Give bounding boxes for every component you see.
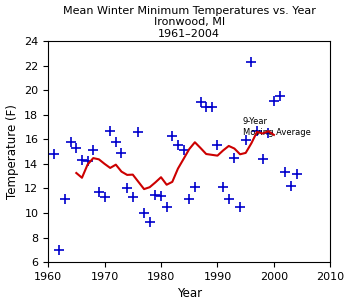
- Point: [124, 186, 130, 191]
- Point: [237, 204, 243, 209]
- Point: [102, 195, 107, 200]
- Point: [107, 128, 113, 133]
- Point: [74, 145, 79, 150]
- Point: [232, 155, 237, 160]
- Point: [288, 184, 294, 188]
- Point: [141, 211, 147, 215]
- Point: [254, 128, 260, 133]
- Point: [113, 139, 119, 144]
- Point: [220, 185, 226, 190]
- Point: [169, 133, 175, 138]
- X-axis label: Year: Year: [177, 287, 202, 300]
- Point: [243, 138, 248, 143]
- Y-axis label: Temperature (F): Temperature (F): [6, 104, 19, 199]
- Point: [135, 129, 141, 134]
- Point: [158, 193, 164, 198]
- Point: [192, 185, 198, 190]
- Point: [119, 150, 124, 155]
- Point: [62, 197, 68, 202]
- Title: Mean Winter Minimum Temperatures vs. Year
Ironwood, MI
1961–2004: Mean Winter Minimum Temperatures vs. Yea…: [63, 6, 316, 39]
- Point: [79, 158, 85, 162]
- Point: [277, 94, 282, 99]
- Point: [294, 171, 299, 176]
- Point: [175, 143, 181, 148]
- Point: [271, 99, 277, 104]
- Point: [198, 100, 203, 105]
- Point: [51, 151, 57, 156]
- Point: [215, 143, 220, 148]
- Point: [282, 170, 288, 175]
- Point: [266, 131, 271, 136]
- Point: [260, 156, 265, 161]
- Point: [147, 219, 153, 224]
- Point: [164, 204, 169, 209]
- Point: [90, 148, 96, 153]
- Point: [181, 148, 187, 153]
- Point: [226, 197, 232, 202]
- Text: 9-Year
Moving Average: 9-Year Moving Average: [243, 117, 311, 136]
- Point: [96, 190, 102, 195]
- Point: [68, 139, 74, 144]
- Point: [187, 197, 192, 202]
- Point: [130, 195, 135, 200]
- Point: [153, 192, 158, 197]
- Point: [85, 159, 90, 164]
- Point: [209, 105, 215, 110]
- Point: [203, 105, 209, 110]
- Point: [57, 248, 62, 252]
- Point: [248, 59, 254, 64]
